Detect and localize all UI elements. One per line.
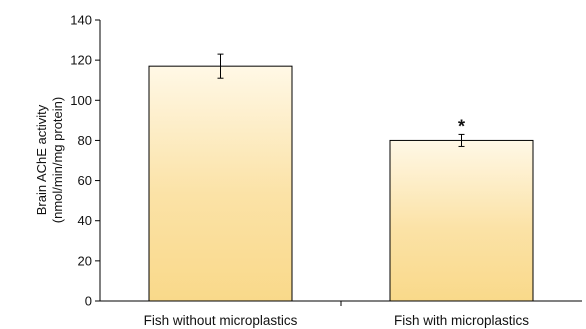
y-tick-label: 20 [78, 253, 92, 268]
y-axis-ticks: 0 20 40 60 80 100 120 140 [70, 13, 100, 309]
y-tick-label: 80 [78, 133, 92, 148]
y-tick-label: 0 [85, 294, 92, 309]
significance-annotations: * [458, 116, 465, 136]
error-bar [458, 133, 465, 147]
bar [389, 139, 534, 302]
significance-marker: * [458, 116, 465, 136]
y-tick-label: 120 [70, 53, 92, 68]
error-bar [217, 53, 224, 79]
x-category-label: Fish with microplastics [394, 313, 529, 328]
y-axis-title-line-1: Brain AChE activity [34, 104, 49, 215]
bars [148, 65, 534, 302]
y-tick-label: 60 [78, 173, 92, 188]
y-axis-title-line-2: (nmol/min/mg protein) [50, 97, 65, 223]
x-category-label: Fish without microplastics [144, 313, 298, 328]
y-tick-label: 40 [78, 213, 92, 228]
y-axis-title: Brain AChE activity (nmol/min/mg protein… [34, 97, 65, 223]
y-tick-label: 100 [70, 93, 92, 108]
error-bars [217, 53, 465, 147]
axes [99, 20, 582, 306]
y-tick-label: 140 [70, 13, 92, 28]
bar [148, 65, 293, 302]
x-axis-category-labels: Fish without microplastics Fish with micr… [144, 313, 530, 328]
